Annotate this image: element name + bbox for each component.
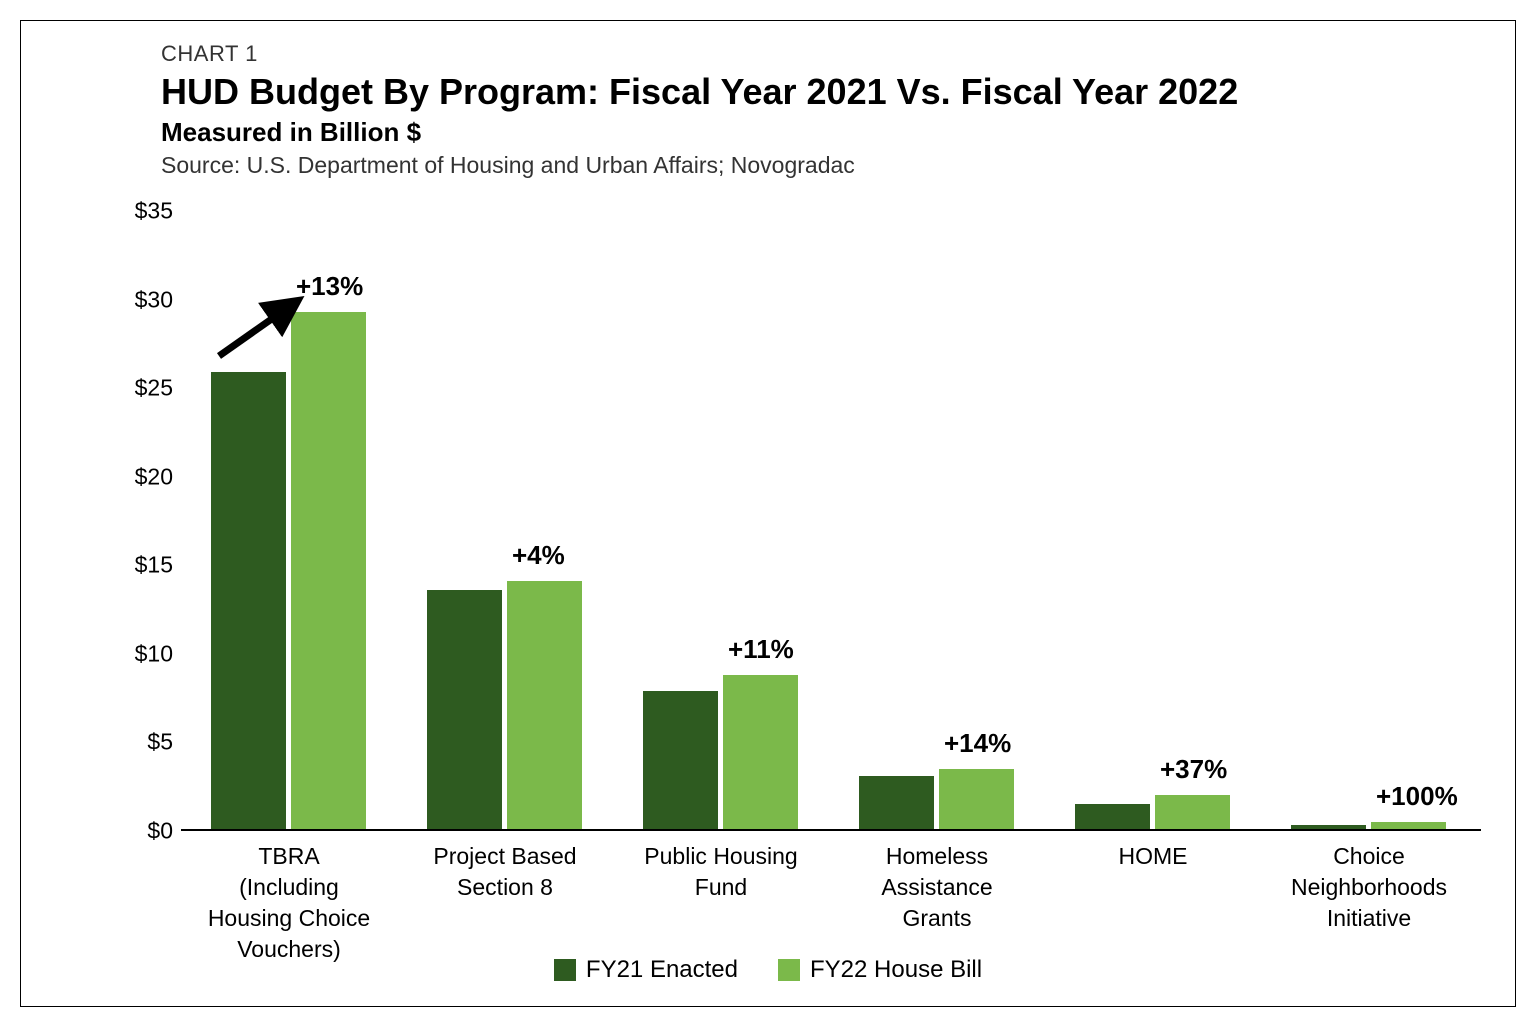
y-tick-label: $0 xyxy=(147,818,173,845)
bar-fy22 xyxy=(1371,822,1446,829)
bar-fy22 xyxy=(1155,795,1230,829)
bar-group: +14% xyxy=(829,209,1045,829)
y-tick-label: $5 xyxy=(147,729,173,756)
chart-number-label: CHART 1 xyxy=(161,41,1238,67)
bar-fy21 xyxy=(643,691,718,829)
bar-group: +4% xyxy=(397,209,613,829)
chart-header: CHART 1 HUD Budget By Program: Fiscal Ye… xyxy=(161,41,1238,179)
bar-fy22 xyxy=(939,769,1014,829)
y-tick-label: $35 xyxy=(135,198,173,225)
bar-fy21 xyxy=(427,590,502,829)
percent-change-label: +14% xyxy=(944,728,1011,759)
bar-fy21 xyxy=(1075,804,1150,829)
bar-group: +11% xyxy=(613,209,829,829)
x-axis-category-label: HOME xyxy=(1045,841,1261,872)
percent-change-label: +13% xyxy=(296,271,363,302)
legend-item: FY22 House Bill xyxy=(778,956,982,984)
bar-group: +37% xyxy=(1045,209,1261,829)
chart-source: Source: U.S. Department of Housing and U… xyxy=(161,152,1238,179)
x-axis-category-label: Project BasedSection 8 xyxy=(397,841,613,903)
percent-change-label: +11% xyxy=(728,634,794,665)
legend-swatch xyxy=(554,959,576,981)
bars-region: +13% +4% +11% +14% +37% +100% xyxy=(181,211,1481,831)
y-axis: $0$5$10$15$20$25$30$35 xyxy=(121,211,181,831)
percent-change-label: +100% xyxy=(1376,781,1458,812)
y-tick-label: $30 xyxy=(135,286,173,313)
percent-change-label: +37% xyxy=(1160,754,1227,785)
percent-change-label: +4% xyxy=(512,540,565,571)
bar-group: +100% xyxy=(1261,209,1477,829)
y-tick-label: $15 xyxy=(135,552,173,579)
bar-fy22 xyxy=(723,675,798,829)
legend-label: FY22 House Bill xyxy=(810,956,982,984)
bar-fy21 xyxy=(1291,825,1366,829)
bar-fy21 xyxy=(859,776,934,829)
bar-group: +13% xyxy=(181,209,397,829)
y-tick-label: $20 xyxy=(135,463,173,490)
bar-fy22 xyxy=(507,581,582,829)
legend-label: FY21 Enacted xyxy=(586,956,738,984)
x-axis-category-label: Public HousingFund xyxy=(613,841,829,903)
x-axis-category-label: TBRA(IncludingHousing ChoiceVouchers) xyxy=(181,841,397,965)
x-axis-category-label: HomelessAssistanceGrants xyxy=(829,841,1045,934)
plot-area: $0$5$10$15$20$25$30$35 +13%+4%+11%+14%+3… xyxy=(121,211,1481,831)
legend-item: FY21 Enacted xyxy=(554,956,738,984)
y-tick-label: $10 xyxy=(135,640,173,667)
legend-swatch xyxy=(778,959,800,981)
chart-legend: FY21 Enacted FY22 House Bill xyxy=(21,956,1515,988)
chart-subtitle: Measured in Billion $ xyxy=(161,117,1238,148)
x-axis-category-label: ChoiceNeighborhoodsInitiative xyxy=(1261,841,1477,934)
bar-fy22 xyxy=(291,312,366,829)
chart-container: CHART 1 HUD Budget By Program: Fiscal Ye… xyxy=(20,20,1516,1007)
bar-fy21 xyxy=(211,372,286,829)
y-tick-label: $25 xyxy=(135,375,173,402)
chart-title: HUD Budget By Program: Fiscal Year 2021 … xyxy=(161,71,1238,113)
